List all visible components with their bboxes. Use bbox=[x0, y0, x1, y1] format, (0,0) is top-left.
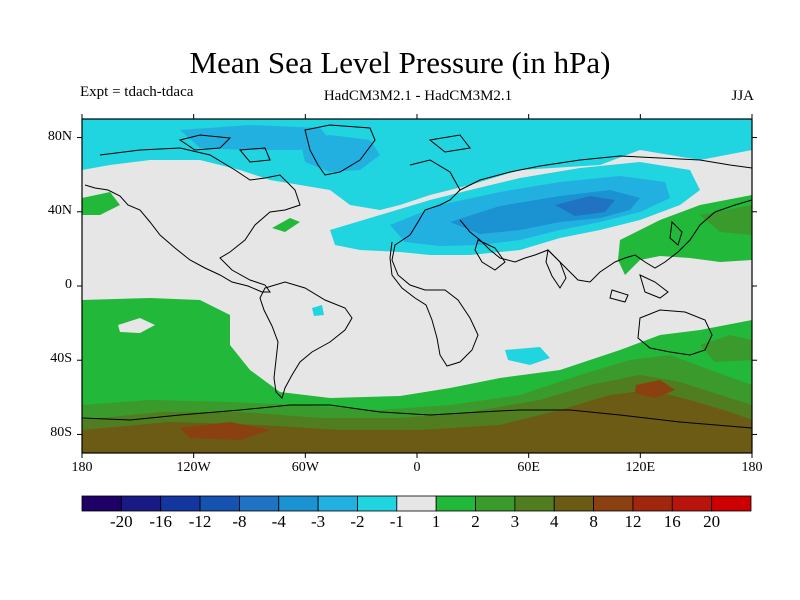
coastline-11 bbox=[178, 134, 471, 163]
australia-positive bbox=[700, 335, 752, 362]
colorbar-swatch bbox=[632, 495, 673, 512]
southern-brown bbox=[82, 390, 752, 453]
lon-label: 180 bbox=[71, 460, 93, 475]
coastline-7 bbox=[609, 274, 669, 303]
north-pacific-dark bbox=[700, 205, 752, 235]
colorbar-label: 1 bbox=[431, 512, 441, 531]
coastline-0 bbox=[84, 147, 301, 293]
coastline-3 bbox=[389, 159, 479, 367]
colorbar-label: -1 bbox=[389, 512, 404, 531]
experiment-label: Expt = tdach-tdaca bbox=[80, 84, 194, 100]
colorbar-label: -4 bbox=[271, 512, 286, 531]
colorbar-swatch bbox=[593, 495, 634, 512]
colorbar-swatch bbox=[357, 495, 398, 512]
coastline-10 bbox=[82, 404, 752, 429]
colorbar-swatch bbox=[317, 495, 358, 512]
colorbar-label: 12 bbox=[624, 512, 642, 531]
colorbar-label: -3 bbox=[311, 512, 326, 531]
lat-label: 40S bbox=[50, 351, 72, 367]
colorbar-swatch bbox=[120, 495, 162, 512]
asia-core bbox=[555, 196, 615, 216]
season-label: JJA bbox=[731, 88, 754, 104]
colorbar-swatch bbox=[435, 495, 476, 512]
lon-label: 60E bbox=[517, 460, 540, 475]
south-atlantic-negative bbox=[505, 347, 550, 365]
colorbar-label: 16 bbox=[663, 512, 681, 531]
lat-label: 0 bbox=[65, 277, 72, 292]
colorbar-swatch bbox=[711, 495, 752, 512]
south-america-negative bbox=[312, 305, 324, 316]
lat-label: 40N bbox=[47, 202, 72, 218]
colorbar-label: 2 bbox=[471, 512, 480, 531]
colorbar-swatch bbox=[278, 495, 319, 512]
lon-label: 60W bbox=[291, 460, 319, 475]
southern-dark-brown-2 bbox=[635, 380, 675, 398]
colorbar-swatch bbox=[239, 495, 280, 512]
lon-label: 120E bbox=[625, 460, 656, 475]
lat-label: 80N bbox=[47, 128, 72, 144]
colorbar-swatch bbox=[160, 495, 201, 512]
colorbar-label: -8 bbox=[232, 512, 247, 531]
colorbar-swatch bbox=[553, 495, 594, 512]
colorbar-swatch bbox=[396, 495, 437, 512]
colorbar-swatch bbox=[475, 495, 516, 512]
lon-label: 0 bbox=[413, 460, 421, 475]
lat-label: 80S bbox=[50, 425, 72, 441]
colorbar-label: -12 bbox=[188, 512, 212, 531]
pacific-hole bbox=[118, 318, 155, 333]
coastline-1 bbox=[259, 281, 353, 399]
colorbar-label: 4 bbox=[549, 512, 559, 531]
colorbar-label: 20 bbox=[703, 512, 721, 531]
coastline-5 bbox=[474, 239, 506, 271]
colorbar-swatch bbox=[514, 495, 555, 512]
colorbar-label: 8 bbox=[589, 512, 598, 531]
coastline-2 bbox=[304, 124, 376, 176]
colorbar-label: 3 bbox=[510, 512, 520, 531]
arctic-mid bbox=[180, 125, 330, 150]
colorbar-label: -2 bbox=[350, 512, 365, 531]
lon-label: 120W bbox=[176, 460, 211, 475]
colorbar-label: -16 bbox=[149, 512, 173, 531]
west-pacific-positive bbox=[82, 192, 120, 215]
coastline-8 bbox=[637, 309, 713, 356]
southern-dark-brown-1 bbox=[180, 422, 270, 440]
model-label: HadCM3M2.1 - HadCM3M2.1 bbox=[323, 88, 513, 104]
coastline-6 bbox=[545, 248, 567, 289]
colorbar-swatch bbox=[199, 495, 240, 512]
greenland-negative bbox=[300, 135, 380, 172]
colorbar-swatch bbox=[671, 495, 713, 512]
colorbar-swatch bbox=[81, 495, 122, 512]
lon-label: 180 bbox=[741, 460, 763, 475]
atlantic-positive bbox=[272, 218, 300, 232]
colorbar-label: -20 bbox=[110, 512, 133, 531]
coastline-9 bbox=[669, 220, 683, 246]
chart-title: Mean Sea Level Pressure (in hPa) bbox=[189, 45, 611, 80]
